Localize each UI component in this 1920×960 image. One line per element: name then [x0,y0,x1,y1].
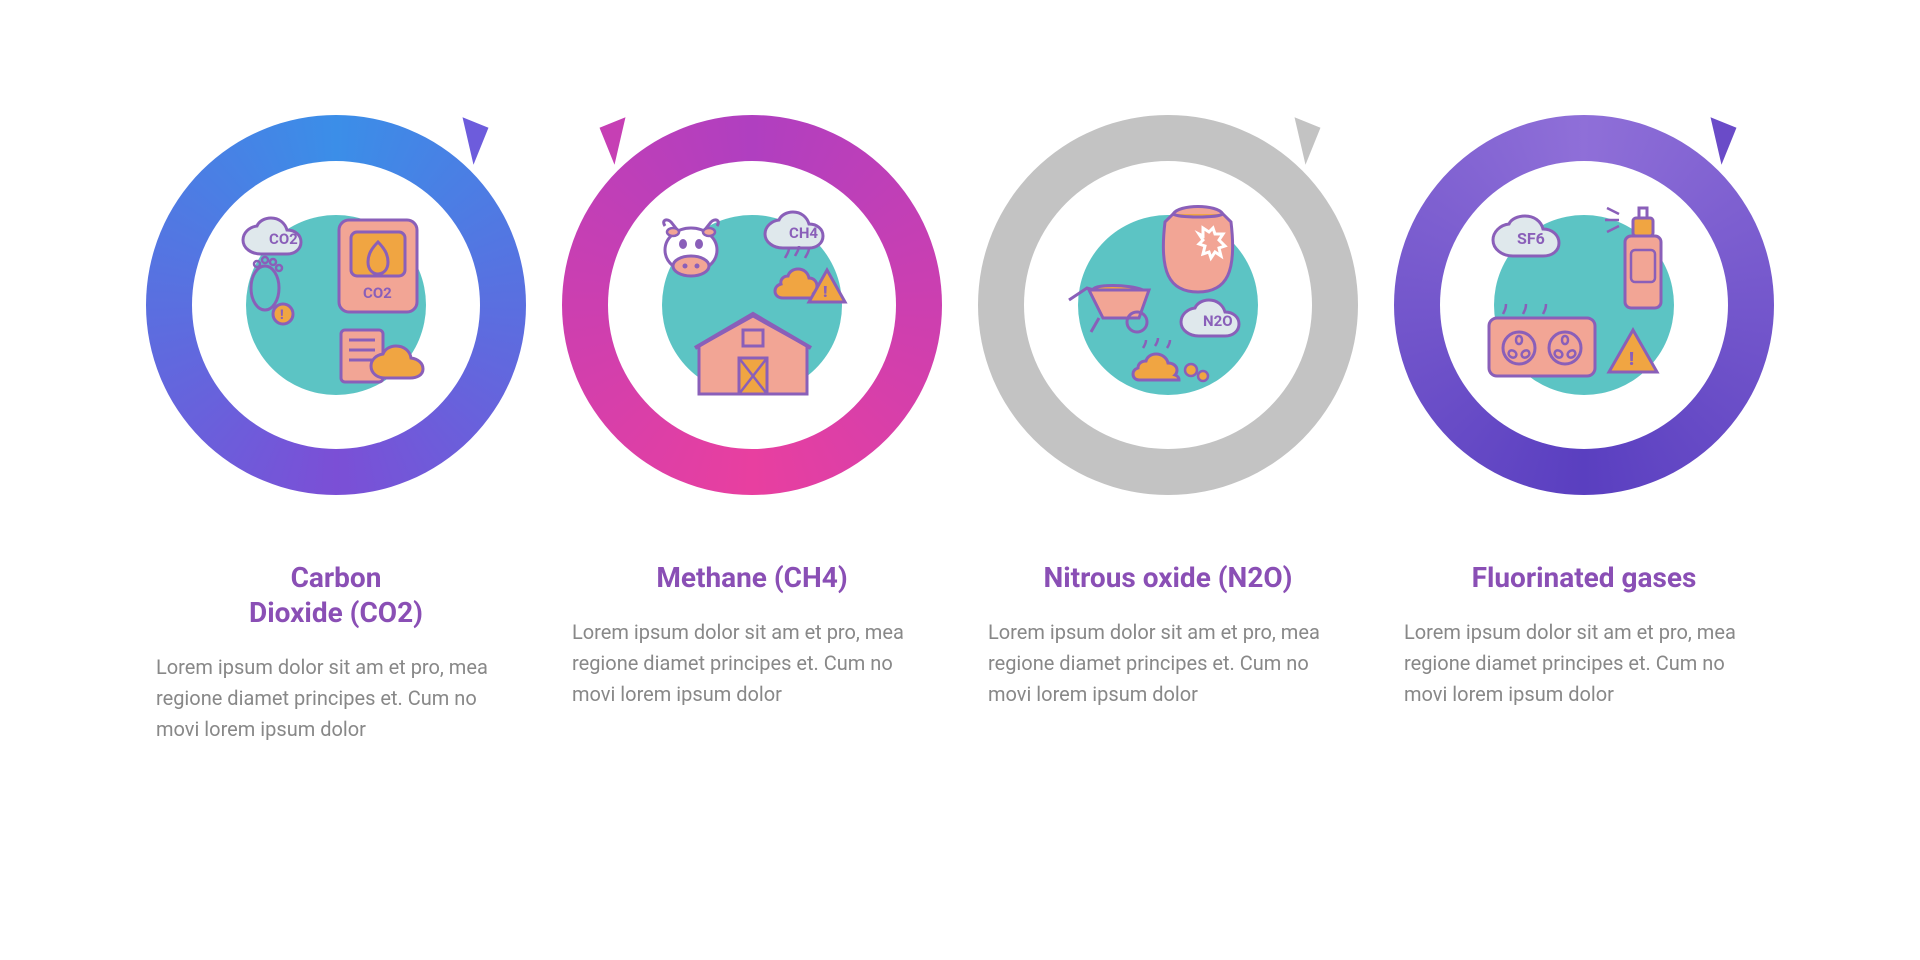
cloud-label: CH4 [789,224,818,242]
title-co2: CarbonDioxide (CO2) [156,560,516,630]
label-co2: CarbonDioxide (CO2) Lorem ipsum dolor si… [146,560,526,745]
svg-text:!: ! [1629,349,1634,370]
icon-fgas: SF6 [1494,215,1674,395]
body-ch4: Lorem ipsum dolor sit am et pro, mea reg… [572,617,932,710]
body-n2o: Lorem ipsum dolor sit am et pro, mea reg… [988,617,1348,710]
title-n2o: Nitrous oxide (N2O) [988,560,1348,595]
label-ch4: Methane (CH4) Lorem ipsum dolor sit am e… [562,560,942,745]
title-ch4: Methane (CH4) [572,560,932,595]
cloud-label: N2O [1203,312,1233,330]
ring-n2o-inner: N2O [1024,161,1312,449]
label-fgas: Fluorinated gases Lorem ipsum dolor sit … [1394,560,1774,745]
icon-ch4: CH4 ! [662,215,842,395]
cloud-label: CO2 [269,230,298,248]
svg-text:CO2: CO2 [363,284,392,302]
ring-ch4-inner: CH4 ! [608,161,896,449]
infographic-container: CO2 ! [100,80,1820,880]
ring-co2-inner: CO2 ! [192,161,480,449]
svg-text:!: ! [823,282,827,301]
ring-fgas: SF6 [1394,115,1774,495]
icon-co2: CO2 ! [246,215,426,395]
label-n2o: Nitrous oxide (N2O) Lorem ipsum dolor si… [978,560,1358,745]
body-co2: Lorem ipsum dolor sit am et pro, mea reg… [156,652,516,745]
ring-fgas-inner: SF6 [1440,161,1728,449]
labels-row: CarbonDioxide (CO2) Lorem ipsum dolor si… [100,560,1820,745]
icon-n2o: N2O [1078,215,1258,395]
rings-row: CO2 ! [100,80,1820,530]
ring-n2o: N2O [978,115,1358,495]
cloud-label: SF6 [1517,229,1545,248]
title-fgas: Fluorinated gases [1404,560,1764,595]
body-fgas: Lorem ipsum dolor sit am et pro, mea reg… [1404,617,1764,710]
ring-co2: CO2 ! [146,115,526,495]
ring-ch4: CH4 ! [562,115,942,495]
svg-text:!: ! [280,308,284,323]
